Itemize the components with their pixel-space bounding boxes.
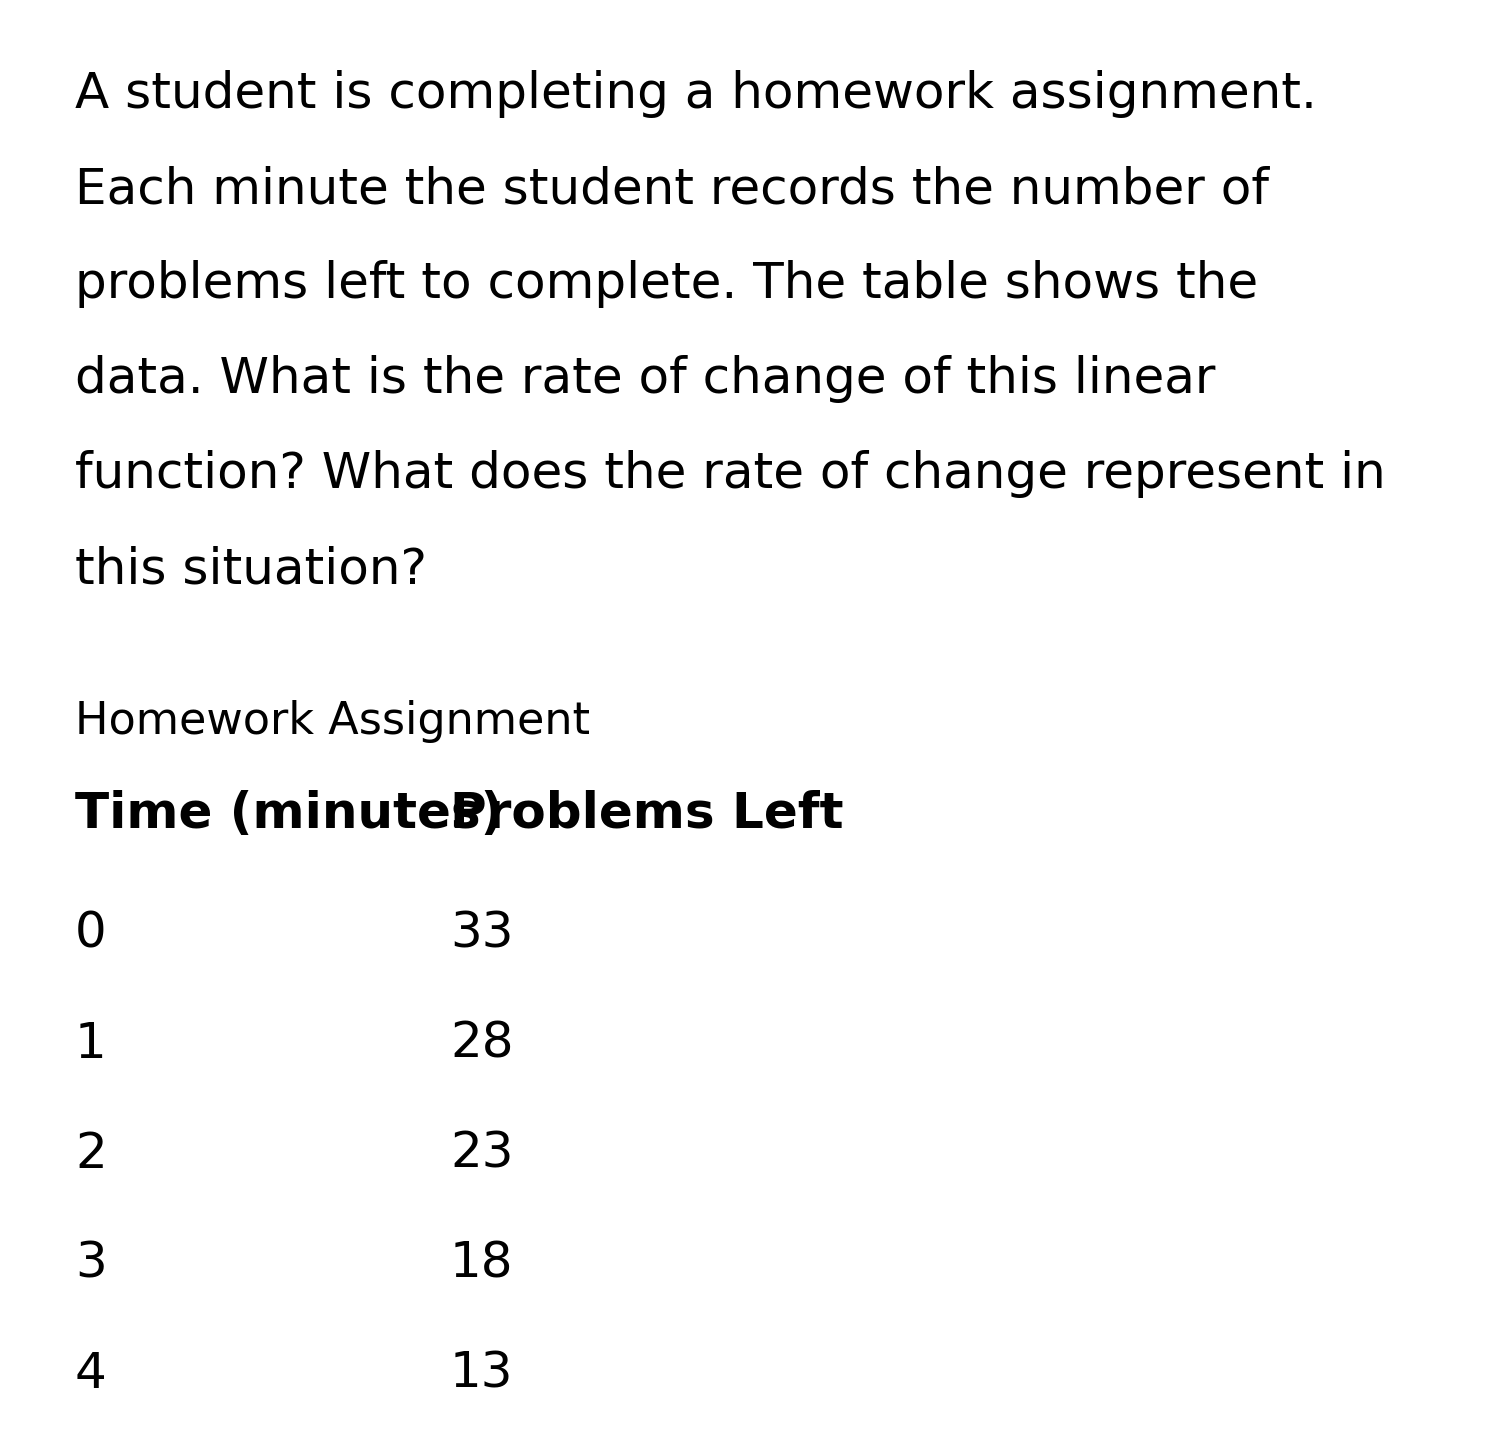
Text: this situation?: this situation? (75, 544, 428, 594)
Text: 23: 23 (450, 1129, 513, 1179)
Text: 33: 33 (450, 909, 513, 959)
Text: function? What does the rate of change represent in: function? What does the rate of change r… (75, 450, 1386, 498)
Text: A student is completing a homework assignment.: A student is completing a homework assig… (75, 70, 1317, 117)
Text: 0: 0 (75, 909, 106, 959)
Text: Each minute the student records the number of: Each minute the student records the numb… (75, 165, 1269, 213)
Text: Homework Assignment: Homework Assignment (75, 699, 590, 743)
Text: data. What is the rate of change of this linear: data. What is the rate of change of this… (75, 355, 1215, 403)
Text: 4: 4 (75, 1350, 106, 1397)
Text: 2: 2 (75, 1129, 106, 1179)
Text: problems left to complete. The table shows the: problems left to complete. The table sho… (75, 261, 1258, 308)
Text: 3: 3 (75, 1239, 106, 1289)
Text: 13: 13 (450, 1350, 513, 1397)
Text: Time (minutes): Time (minutes) (75, 791, 504, 838)
Text: 1: 1 (75, 1019, 106, 1069)
Text: 28: 28 (450, 1019, 513, 1069)
Text: Problems Left: Problems Left (450, 791, 843, 838)
Text: 18: 18 (450, 1239, 513, 1289)
